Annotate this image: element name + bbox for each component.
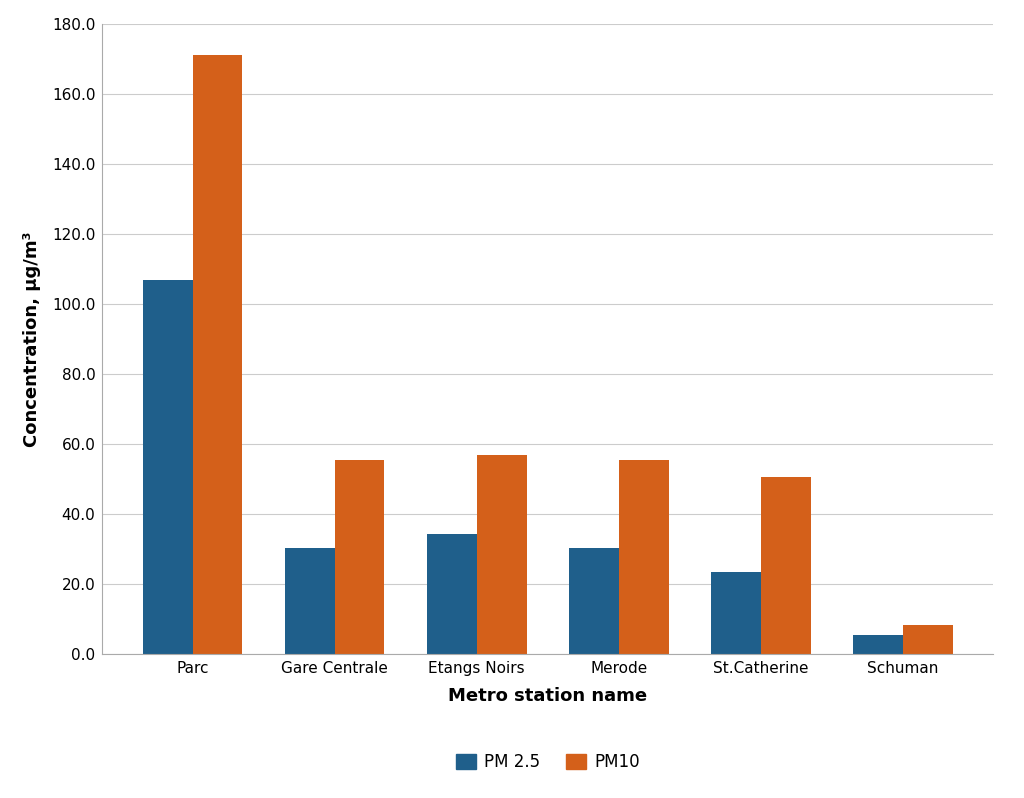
Bar: [618, 460, 669, 654]
Bar: [285, 547, 335, 654]
Bar: [335, 460, 384, 654]
Bar: [427, 534, 477, 654]
Bar: [761, 477, 811, 654]
Bar: [712, 572, 761, 654]
Y-axis label: Concentration, μg/m³: Concentration, μg/m³: [23, 231, 41, 447]
Bar: [903, 625, 952, 654]
Bar: [193, 56, 243, 654]
Bar: [569, 547, 618, 654]
Bar: [143, 279, 193, 654]
Bar: [853, 635, 903, 654]
Bar: [477, 455, 526, 654]
X-axis label: Metro station name: Metro station name: [449, 687, 647, 705]
Legend: PM 2.5, PM10: PM 2.5, PM10: [447, 745, 648, 780]
